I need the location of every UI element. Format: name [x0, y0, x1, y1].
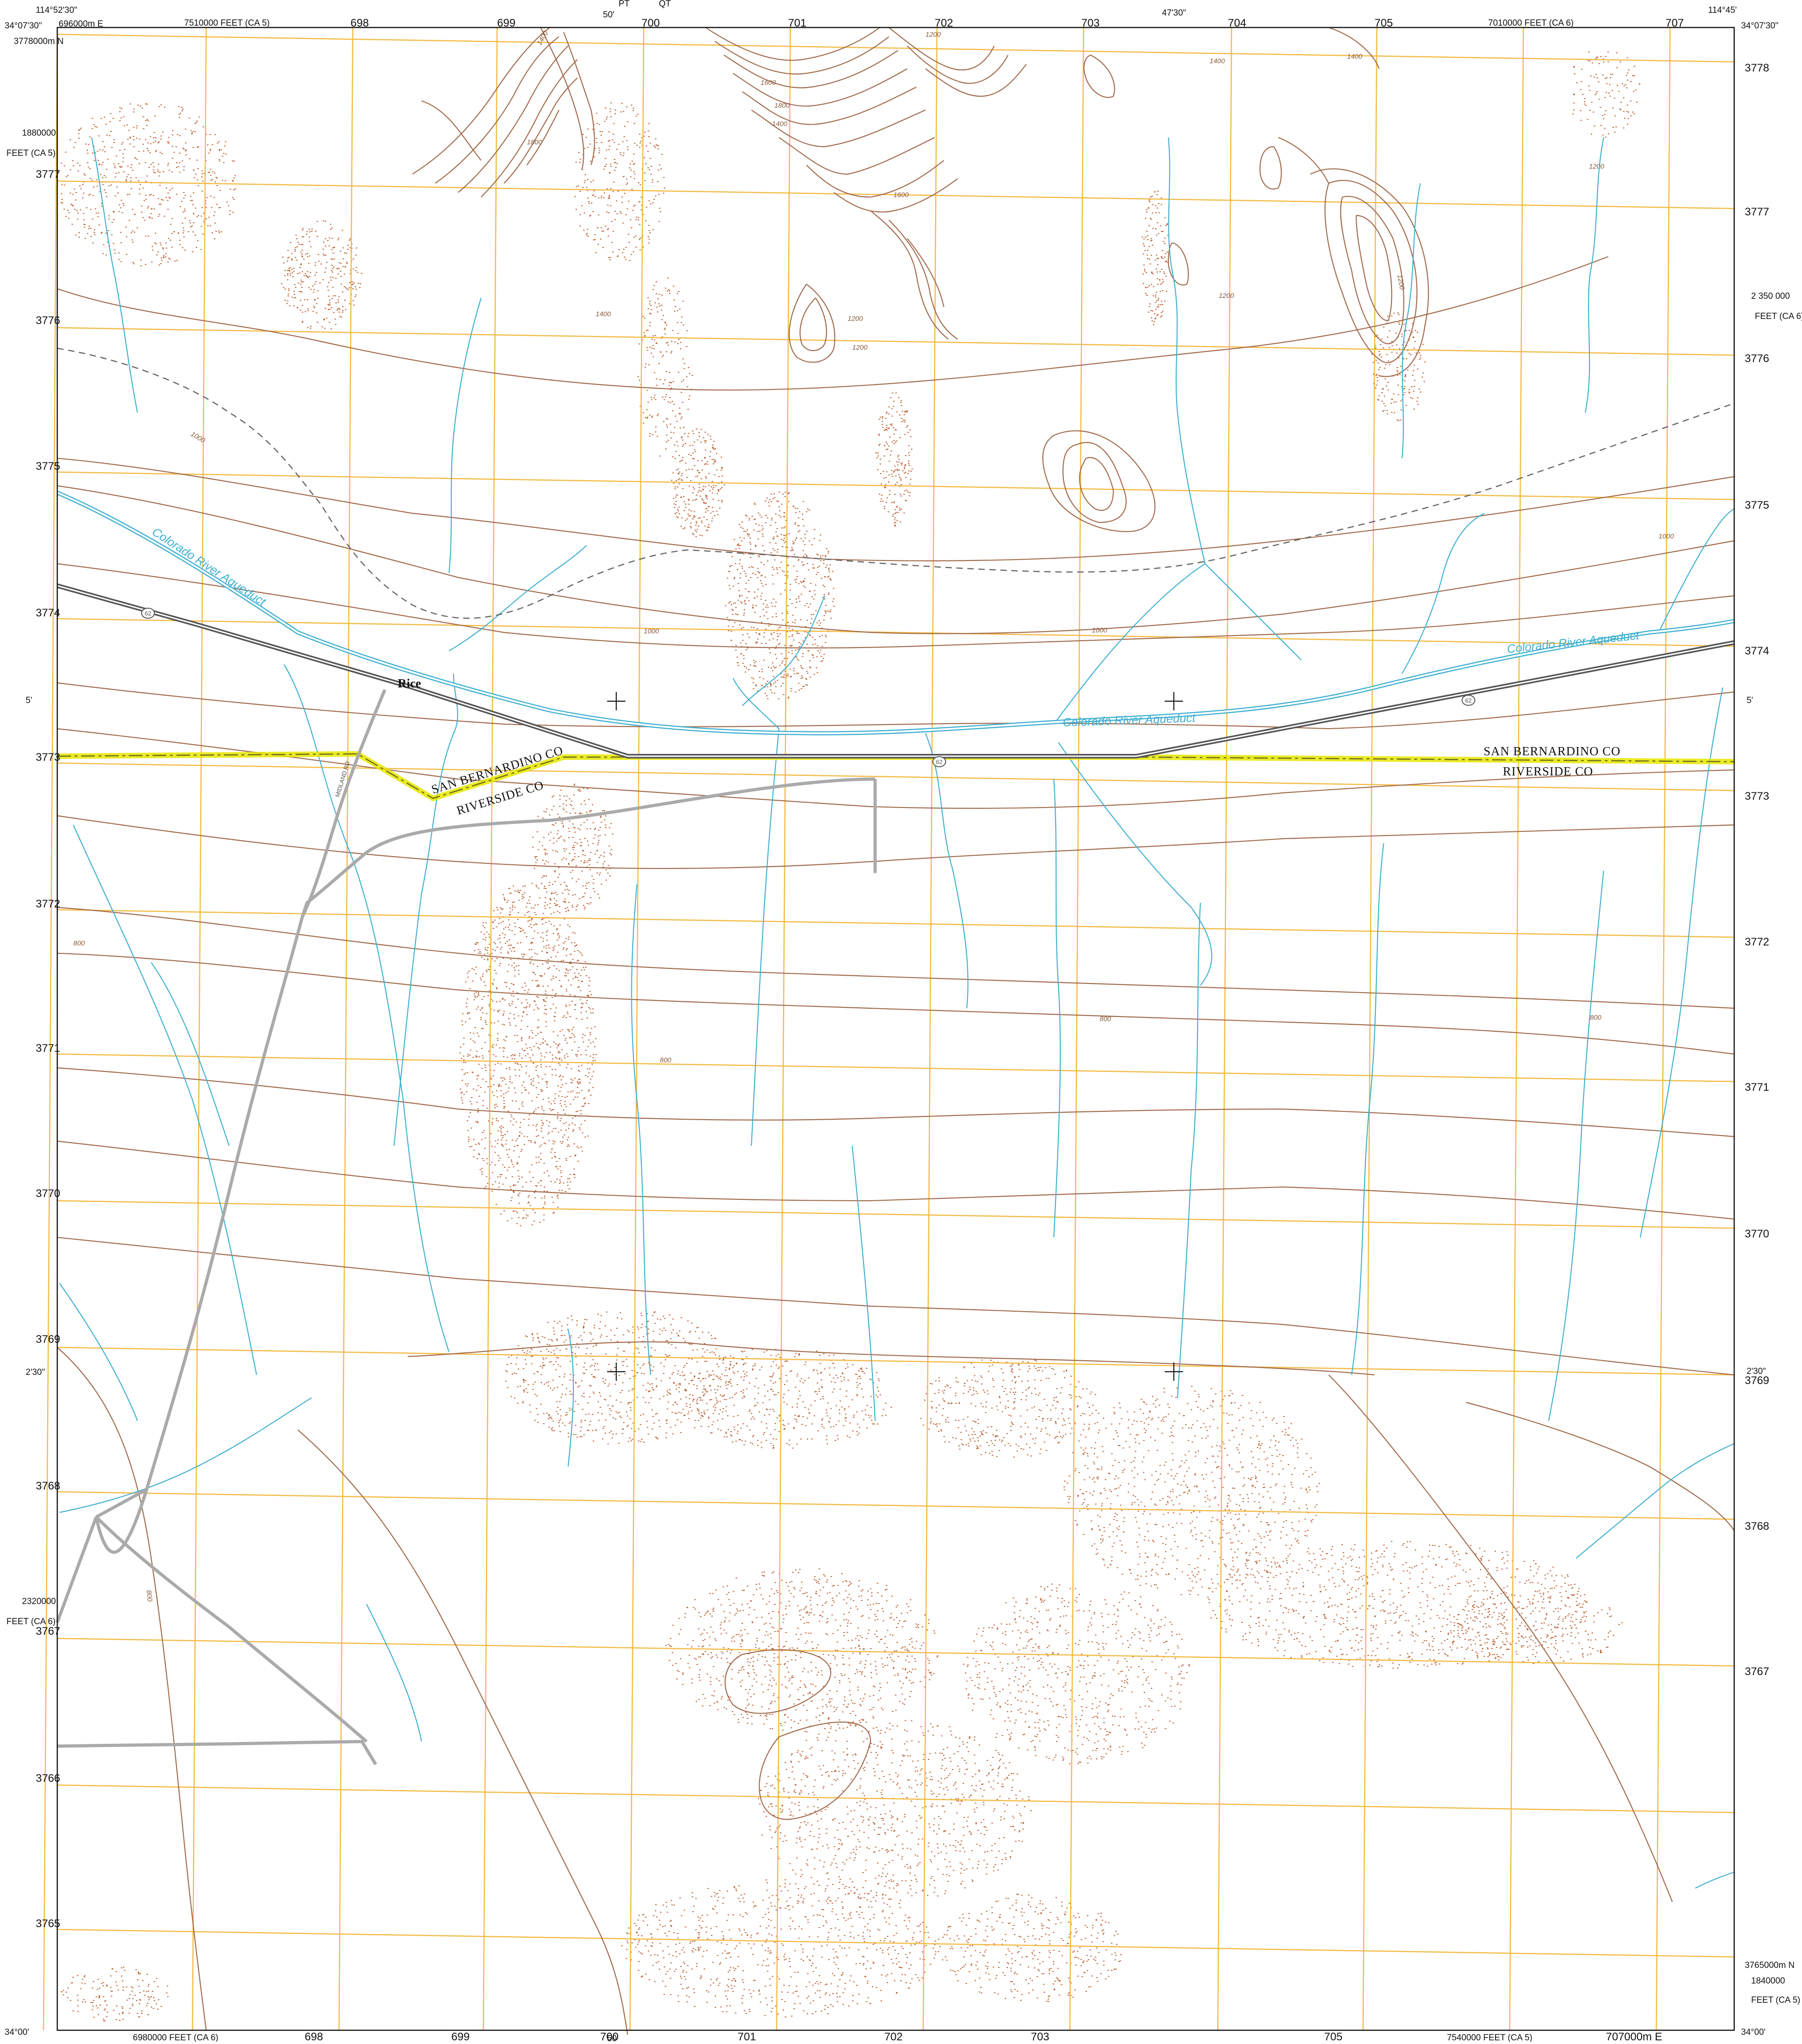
- lat-tick-5-right: 5': [1747, 696, 1753, 705]
- utm-tick-top: 698: [351, 17, 369, 29]
- northing-tick-left: 3765: [36, 1918, 60, 1930]
- route-62-shield-c: 62: [1465, 697, 1472, 704]
- sp-right-top-unit: FEET (CA 6): [1755, 312, 1802, 321]
- northing-tick-right: 3768: [1745, 1520, 1769, 1533]
- utm-tick-top: 704: [1228, 17, 1246, 29]
- contour-label: 800: [1590, 1014, 1602, 1022]
- northing-tick-right: 3775: [1745, 499, 1769, 511]
- lon-tick-47-30-top: 47'30": [1162, 8, 1186, 18]
- sp-right-top-value: 2 350 000: [1751, 291, 1790, 301]
- contour-label: 1200: [848, 315, 863, 323]
- county-label-sb-right: SAN BERNARDINO CO: [1484, 744, 1621, 758]
- contour-label: 1600: [893, 191, 909, 199]
- contour-label: 1400: [596, 310, 611, 318]
- northing-tick-left: 3768: [36, 1480, 60, 1492]
- contour-label: 1400: [1347, 53, 1363, 60]
- contour-label: 800: [145, 1590, 153, 1602]
- corner-bottom-left-lat: 34°00': [5, 2028, 29, 2037]
- utm-tick-bottom: 700: [600, 2031, 619, 2042]
- route-62-shield-a: 62: [145, 610, 151, 617]
- contour-label: 1600: [761, 79, 776, 87]
- route-62-shield-b: 62: [936, 758, 942, 765]
- sp-right-bottom-value: 1840000: [1751, 1976, 1785, 1986]
- northing-tick-left: 3775: [36, 460, 60, 473]
- northing-tick-left: 3773: [36, 751, 60, 764]
- northing-tick-left: 3771: [36, 1042, 60, 1055]
- pt-label: PT: [619, 0, 630, 9]
- northing-tick-right: 3777: [1745, 206, 1769, 218]
- utm-tick-bottom: 702: [884, 2031, 903, 2042]
- northing-tick-left: 3769: [36, 1333, 60, 1346]
- contour-label: 1200: [1589, 163, 1605, 170]
- northing-tick-left: 3776: [36, 314, 60, 327]
- northing-tick-left: 3766: [36, 1772, 60, 1785]
- utm-tick-top: 699: [497, 17, 515, 29]
- contour-label: 1200: [852, 344, 868, 352]
- northing-tick-right: 3774: [1745, 645, 1769, 657]
- northing-tick-left: 3770: [36, 1187, 60, 1200]
- place-rice: Rice: [398, 676, 421, 690]
- county-label-riv-right: RIVERSIDE CO: [1503, 764, 1593, 778]
- sp-left-top-value: 1880000: [22, 128, 56, 138]
- sp-left-top-unit: FEET (CA 5): [6, 148, 55, 158]
- utm-tick-top: 701: [788, 17, 806, 29]
- northing-tick-left: 3772: [36, 898, 60, 910]
- contour-label: 1400: [1210, 57, 1225, 65]
- northing-tick-left: 3774: [36, 607, 60, 619]
- northing-last-right: 3765000m N: [1745, 1961, 1795, 1970]
- utm-tick-bottom: 701: [738, 2031, 756, 2042]
- contour-label: 1000: [1659, 533, 1674, 540]
- corner-bottom-right-lat: 34°00': [1741, 2028, 1766, 2037]
- utm-first-top: 696000m E: [59, 19, 103, 29]
- corner-top-left-lat: 34°07'30": [5, 21, 42, 31]
- utm-tick-bottom: 705: [1324, 2031, 1342, 2042]
- state-plane-top-left: 7510000 FEET (CA 5): [184, 18, 270, 28]
- utm-tick-top: 702: [935, 17, 953, 29]
- corner-top-right-lon: 114°45': [1708, 5, 1737, 15]
- lon-tick-50-top: 50': [603, 10, 614, 20]
- contour-label: 1200: [926, 31, 941, 38]
- northing-tick-right: 3776: [1745, 352, 1769, 365]
- contour-label: 1000: [644, 627, 659, 635]
- contour-label: 1000: [1092, 626, 1107, 634]
- corner-top-right-lat: 34°07'30": [1741, 21, 1778, 31]
- northing-tick-left: 3767: [36, 1625, 60, 1637]
- utm-tick-top: 700: [641, 17, 660, 29]
- lat-tick-5-left: 5': [26, 696, 32, 705]
- utm-tick-top: 707: [1665, 17, 1684, 29]
- contour-label: 800: [73, 940, 85, 947]
- utm-tick-bottom: 707000m E: [1606, 2031, 1662, 2042]
- northing-tick-right: 3767: [1745, 1665, 1769, 1678]
- state-plane-bottom-left: 6980000 FEET (CA 6): [133, 2033, 219, 2042]
- contour-label: 1400: [772, 120, 788, 128]
- qt-label: QT: [659, 0, 671, 9]
- state-plane-top-right: 7010000 FEET (CA 6): [1488, 18, 1574, 28]
- northing-tick-left: 3777: [36, 168, 60, 181]
- contour-label: 1200: [1219, 292, 1234, 300]
- utm-tick-bottom: 703: [1031, 2031, 1049, 2042]
- utm-tick-bottom: 699: [451, 2031, 470, 2042]
- contour-label: 1800: [774, 102, 790, 110]
- northing-tick-right: 3770: [1745, 1228, 1769, 1240]
- northing-first-left: 3778000m N: [14, 37, 64, 46]
- corner-top-left-lon: 114°52'30": [36, 5, 77, 15]
- northing-tick-right: 3771: [1745, 1081, 1769, 1093]
- sp-right-bottom-unit: FEET (CA 5): [1751, 1995, 1800, 2005]
- utm-tick-bottom: 698: [305, 2031, 323, 2042]
- contour-label: 800: [1100, 1015, 1112, 1023]
- contour-label: 1800: [527, 138, 542, 146]
- northing-tick-right: 3773: [1745, 790, 1769, 802]
- northing-tick-right: 3778: [1745, 62, 1769, 74]
- sp-left-bottom-value: 2320000: [22, 1597, 56, 1606]
- contour-label: 800: [660, 1056, 672, 1064]
- northing-tick-right: 3772: [1745, 936, 1769, 948]
- utm-tick-top: 705: [1375, 17, 1393, 29]
- state-plane-bottom-right: 7540000 FEET (CA 5): [1447, 2033, 1533, 2042]
- northing-tick-right: 3769: [1745, 1374, 1769, 1387]
- lat-tick-2-30-left: 2'30": [26, 1368, 45, 1377]
- utm-tick-top: 703: [1081, 17, 1100, 29]
